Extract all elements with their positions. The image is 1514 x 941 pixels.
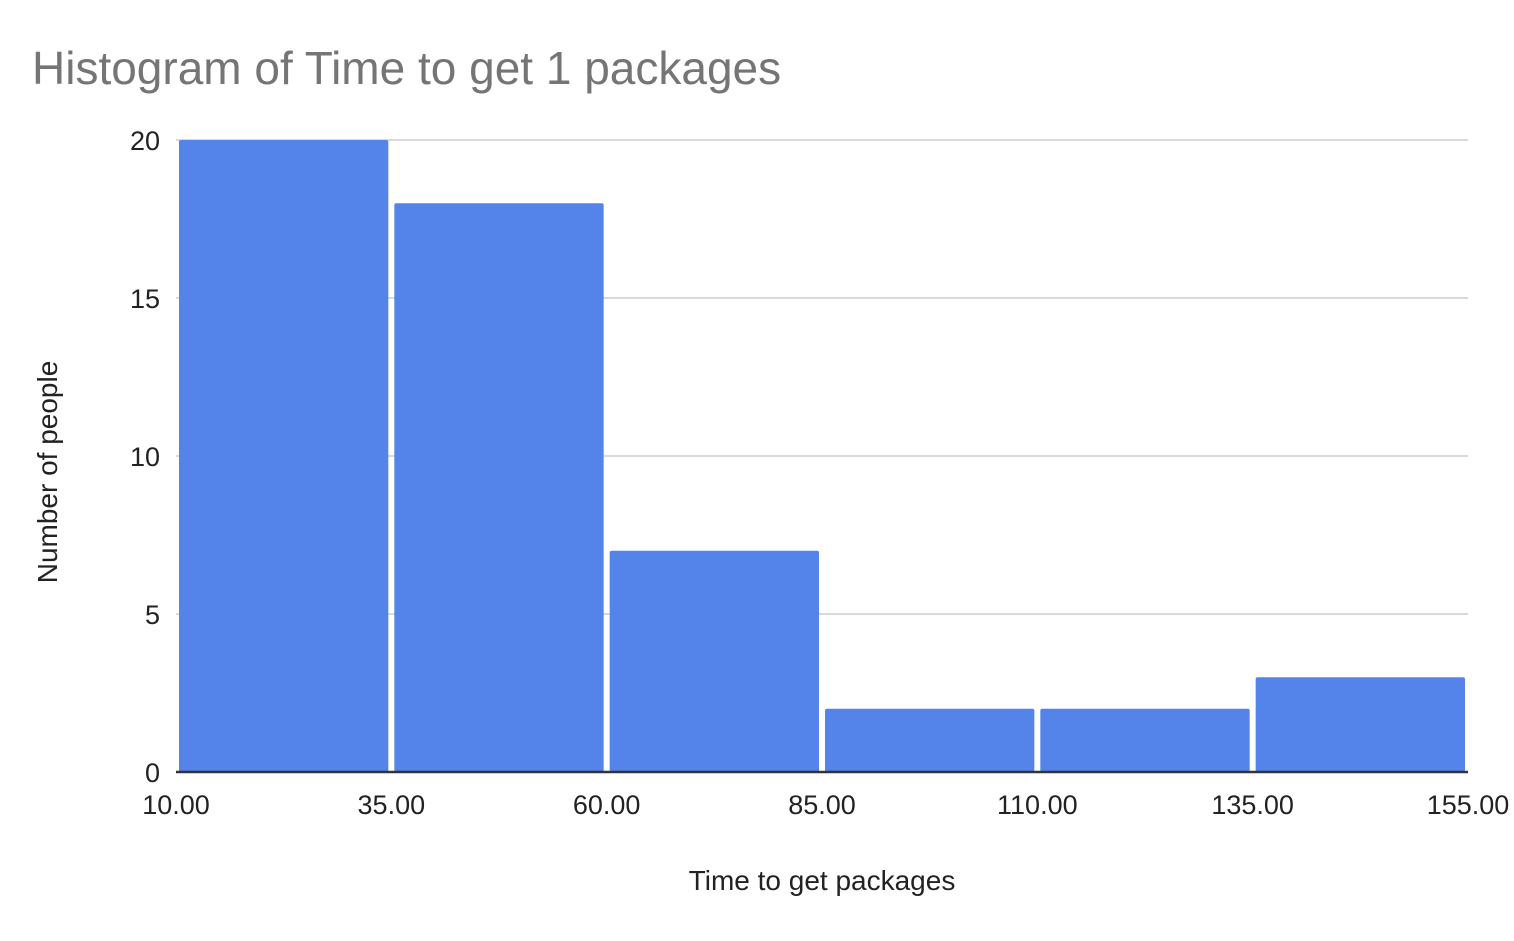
histogram-bar [394, 203, 604, 772]
x-tick-label: 155.00 [1427, 790, 1510, 820]
x-axis-title: Time to get packages [689, 865, 956, 896]
chart-title: Histogram of Time to get 1 packages [32, 42, 781, 94]
y-tick-label: 10 [130, 442, 160, 472]
y-axis-title: Number of people [32, 361, 63, 584]
x-tick-label: 110.00 [997, 790, 1078, 820]
bars [179, 140, 1465, 772]
x-tick-label: 135.00 [1211, 790, 1294, 820]
y-tick-label: 0 [145, 758, 160, 788]
x-axis-ticks: 10.00 35.00 60.00 85.00 110.00 135.00 155.00 [142, 790, 1509, 820]
gridlines [176, 139, 1468, 615]
histogram-bar [1040, 708, 1250, 772]
histogram-bar [1255, 677, 1465, 772]
x-tick-label: 35.00 [358, 790, 426, 820]
histogram-bar [825, 708, 1035, 772]
histogram-bar [609, 550, 819, 772]
histogram-bar [179, 140, 389, 772]
y-tick-label: 20 [130, 126, 160, 156]
y-axis-ticks: 0 5 10 15 20 [130, 126, 160, 788]
y-tick-label: 15 [130, 284, 160, 314]
x-tick-label: 10.00 [142, 790, 210, 820]
x-tick-label: 60.00 [573, 790, 641, 820]
y-tick-label: 5 [145, 600, 160, 630]
x-tick-label: 85.00 [788, 790, 856, 820]
